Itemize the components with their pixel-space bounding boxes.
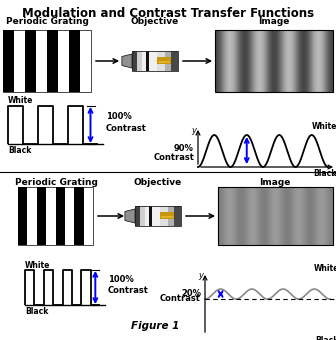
Text: White: White [25, 261, 50, 270]
Text: Periodic Grating: Periodic Grating [6, 17, 88, 26]
Text: Black: Black [25, 307, 48, 316]
Bar [135, 206, 139, 226]
Text: Image: Image [259, 178, 291, 187]
Text: 20%: 20% [181, 289, 201, 298]
Bar [160, 212, 174, 219]
Text: Periodic Grating: Periodic Grating [14, 178, 97, 187]
Text: x: x [332, 169, 336, 178]
Bar [165, 51, 171, 71]
Bar [47, 30, 58, 92]
Bar [18, 187, 27, 245]
Bar [174, 206, 181, 226]
Text: White: White [8, 96, 33, 105]
Bar [158, 61, 170, 63]
Text: Black: Black [8, 146, 31, 155]
Text: Contrast: Contrast [108, 286, 149, 295]
Bar [3, 30, 14, 92]
Text: Contrast: Contrast [106, 123, 147, 133]
Polygon shape [122, 54, 132, 68]
Bar [149, 206, 152, 226]
Text: y: y [198, 271, 203, 280]
Bar [157, 51, 165, 71]
Bar [146, 51, 149, 71]
Text: Contrast: Contrast [153, 153, 194, 162]
Bar [171, 51, 178, 71]
Bar [160, 206, 168, 226]
Text: Objective: Objective [131, 17, 179, 26]
Text: Image: Image [258, 17, 290, 26]
Text: Modulation and Contrast Transfer Functions: Modulation and Contrast Transfer Functio… [22, 7, 314, 20]
Bar [132, 51, 137, 71]
Polygon shape [125, 209, 135, 223]
Text: x: x [334, 336, 336, 340]
Text: 100%: 100% [106, 112, 132, 121]
Bar [69, 30, 80, 92]
Bar [215, 30, 333, 92]
Bar [37, 187, 46, 245]
Text: Black: Black [313, 169, 336, 178]
Text: Objective: Objective [134, 178, 182, 187]
Bar [74, 187, 84, 245]
Bar [55, 187, 65, 245]
Text: White: White [311, 122, 336, 131]
Text: White: White [313, 264, 336, 273]
Text: Figure 1: Figure 1 [131, 321, 179, 331]
Text: 100%: 100% [108, 275, 134, 284]
Bar [142, 51, 157, 71]
Text: y: y [191, 126, 196, 135]
Bar [3, 30, 91, 92]
Bar [137, 51, 142, 71]
Text: Contrast: Contrast [160, 293, 201, 303]
Bar [18, 187, 93, 245]
Bar [135, 206, 181, 226]
Bar [139, 206, 145, 226]
Bar [25, 30, 36, 92]
Bar [168, 206, 174, 226]
Bar [157, 57, 171, 64]
Text: 90%: 90% [174, 144, 194, 153]
Bar [161, 216, 173, 218]
Bar [145, 206, 160, 226]
Bar [132, 51, 178, 71]
Text: Black: Black [316, 336, 336, 340]
Bar [218, 187, 333, 245]
